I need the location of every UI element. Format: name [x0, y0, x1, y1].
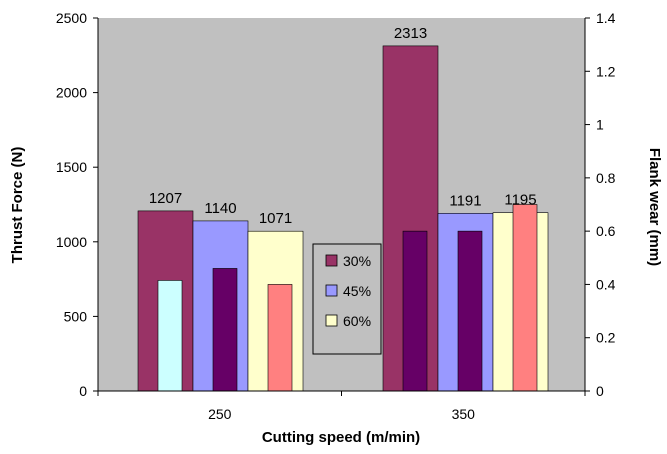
legend-swatch-30pct	[325, 254, 338, 267]
y-tick-label-right: 0.4	[596, 276, 616, 292]
legend-label-60pct: 60%	[343, 313, 371, 329]
flank-wear-bar-1-350	[457, 230, 483, 392]
y-tick-label-left: 0	[79, 383, 87, 399]
y-axis-title-left: Thrust Force (N)	[9, 147, 26, 264]
data-label-60pct-250: 1071	[259, 210, 292, 227]
y-tick-label-left: 500	[64, 308, 88, 324]
y-tick-label-left: 2000	[56, 85, 87, 101]
x-tick-label-250: 250	[208, 406, 232, 422]
x-tick-label-350: 350	[452, 406, 476, 422]
data-label-45pct-250: 1140	[204, 200, 236, 217]
y-ticks-left: 0 500 1000 1500 2000 2500	[56, 10, 98, 399]
data-label-60pct-350: 1195	[504, 192, 536, 209]
legend-label-30pct: 30%	[343, 253, 371, 269]
y-tick-label-left: 1000	[56, 234, 87, 250]
flank-wear-bar-0-350	[402, 230, 428, 392]
flank-wear-bar-2-250	[267, 284, 293, 392]
flank-wear-bars	[157, 204, 538, 392]
data-label-45pct-350: 1191	[449, 192, 481, 209]
data-label-30pct-250: 1207	[149, 190, 182, 207]
legend: 30% 45% 60%	[312, 243, 382, 355]
y-tick-label-right: 0.6	[596, 223, 616, 239]
legend-swatch-45pct	[325, 284, 338, 297]
x-axis-title: Cutting speed (m/min)	[262, 429, 420, 446]
legend-box	[312, 243, 382, 355]
legend-swatch-60pct	[325, 314, 338, 327]
y-tick-label-right: 1.4	[596, 10, 616, 26]
data-label-30pct-350: 2313	[394, 25, 427, 42]
x-ticks: 250 350	[97, 391, 586, 422]
y-tick-label-right: 0.8	[596, 170, 616, 186]
y-tick-label-left: 1500	[56, 159, 87, 175]
y-tick-label-left: 2500	[56, 10, 87, 26]
flank-wear-bar-2-350	[512, 204, 538, 392]
flank-wear-bar-1-250	[212, 268, 238, 392]
data-labels: 1207 2313 1140 1191 1071 1195	[149, 25, 537, 227]
y-tick-label-right: 1	[596, 117, 604, 133]
y-tick-label-right: 1.2	[596, 63, 616, 79]
flank-wear-bar-0-250	[157, 280, 183, 392]
y-ticks-right: 0 0.2 0.4 0.6 0.8 1 1.2 1.4	[585, 10, 616, 399]
legend-label-45pct: 45%	[343, 283, 371, 299]
y-axis-title-right: Flank wear (mm)	[646, 148, 663, 266]
y-tick-label-right: 0	[596, 383, 604, 399]
y-tick-label-right: 0.2	[596, 330, 616, 346]
